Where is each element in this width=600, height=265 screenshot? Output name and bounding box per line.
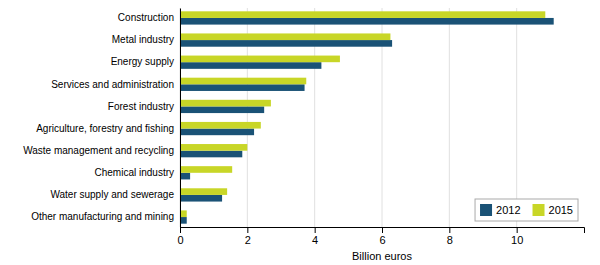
y-tick-label: Agriculture, forestry and fishing [36, 123, 174, 134]
y-tick-label: Metal industry [112, 34, 174, 45]
legend-frame [475, 199, 578, 221]
x-tick-mark [247, 227, 248, 233]
bar [180, 122, 261, 129]
grid-line [516, 8, 517, 227]
bar [180, 62, 321, 69]
chart-container: 0 2 4 6 8 10 Other manufacturing and mining Wat… [0, 0, 600, 265]
x-tick-mark [315, 227, 316, 233]
bar [180, 173, 190, 180]
bar [180, 106, 264, 113]
bar [180, 129, 254, 136]
grid [180, 8, 517, 227]
x-tick: 10 [511, 227, 523, 246]
y-tick-label: Construction [118, 12, 174, 23]
y-tick-label: Other manufacturing and mining [31, 211, 174, 222]
bar [180, 33, 390, 40]
y-tick: Other manufacturing and mining [31, 211, 174, 222]
bar [180, 40, 392, 47]
grid-line [449, 8, 450, 227]
y-axis: Other manufacturing and mining Water supp… [23, 9, 180, 228]
y-tick: Metal industry [112, 34, 174, 45]
bar [180, 217, 187, 224]
y-tick: Waste management and recycling [23, 145, 174, 156]
x-axis-title: Billion euros [352, 250, 412, 262]
y-tick: Energy supply [111, 56, 174, 67]
x-tick-mark [180, 227, 181, 233]
y-tick-label: Services and administration [51, 79, 174, 90]
legend-item: 2015 [533, 204, 573, 216]
plot-area: 0 2 4 6 8 10 Other manufacturing and mining Wat… [23, 8, 584, 246]
y-tick: Agriculture, forestry and fishing [36, 123, 174, 134]
bar [180, 11, 545, 18]
bar [180, 210, 187, 217]
x-tick: 6 [379, 227, 385, 246]
bars [180, 11, 554, 223]
y-tick: Chemical industry [95, 167, 174, 178]
chart-svg: 0 2 4 6 8 10 Other manufacturing and mining Wat… [0, 0, 600, 265]
bar [180, 144, 247, 151]
x-tick: 2 [245, 227, 251, 246]
x-tick-label: 6 [379, 234, 385, 246]
bar [180, 84, 305, 91]
x-tick-mark [517, 227, 518, 233]
x-tick: 0 [177, 227, 183, 246]
y-tick-label: Forest industry [108, 101, 174, 112]
y-axis-line [180, 9, 181, 228]
x-axis: 0 2 4 6 8 10 [177, 227, 584, 246]
x-tick-label: 10 [511, 234, 523, 246]
y-tick: Water supply and sewerage [50, 189, 174, 200]
y-tick-label: Waste management and recycling [23, 145, 174, 156]
y-tick-label: Chemical industry [95, 167, 174, 178]
bar [180, 188, 227, 195]
legend-item: 2012 [480, 204, 520, 216]
x-tick-label: 4 [312, 234, 318, 246]
x-tick-label: 2 [245, 234, 251, 246]
bar [180, 56, 340, 63]
legend-label: 2015 [549, 204, 573, 216]
bar [180, 195, 222, 202]
y-tick-label: Energy supply [111, 56, 174, 67]
y-tick-label: Water supply and sewerage [50, 189, 174, 200]
legend: 2012 2015 [475, 199, 578, 221]
bar [180, 166, 232, 173]
legend-label: 2012 [496, 204, 520, 216]
bar [180, 18, 554, 25]
y-tick: Services and administration [51, 79, 174, 90]
grid-line [180, 8, 181, 227]
bar [180, 100, 271, 107]
legend-swatch [480, 204, 492, 216]
x-tick-label: 0 [177, 234, 183, 246]
x-tick-mark [382, 227, 383, 233]
x-tick-label: 8 [447, 234, 453, 246]
bar [180, 78, 306, 85]
y-tick: Forest industry [108, 101, 174, 112]
y-tick: Construction [118, 12, 174, 23]
x-tick-mark [449, 227, 450, 233]
x-tick: 4 [312, 227, 318, 246]
x-axis-line [181, 228, 585, 234]
legend-swatch [533, 204, 545, 216]
bar [180, 151, 242, 158]
x-tick: 8 [447, 227, 453, 246]
